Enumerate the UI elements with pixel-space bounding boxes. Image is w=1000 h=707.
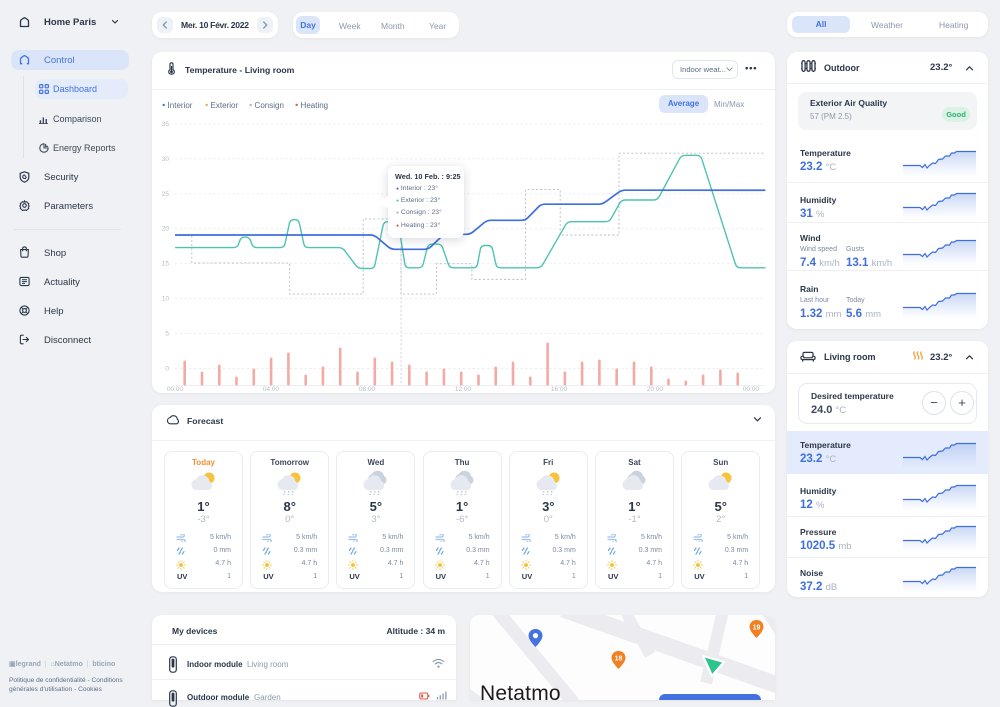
svg-text:00:00: 00:00 <box>743 386 760 393</box>
svg-text:20:00: 20:00 <box>647 386 664 393</box>
svg-text:16:00: 16:00 <box>551 386 568 393</box>
svg-text:15: 15 <box>162 261 170 268</box>
svg-text:30: 30 <box>162 156 170 163</box>
svg-text:08:00: 08:00 <box>359 386 376 393</box>
svg-text:25: 25 <box>162 191 170 198</box>
svg-text:10: 10 <box>162 296 170 303</box>
svg-text:18: 18 <box>615 655 623 662</box>
svg-text:35: 35 <box>162 121 170 128</box>
svg-text:5: 5 <box>165 331 169 338</box>
svg-text:00:00: 00:00 <box>167 386 184 393</box>
svg-text:12:00: 12:00 <box>455 386 472 393</box>
svg-text:20: 20 <box>162 226 170 233</box>
svg-text:19: 19 <box>753 624 761 631</box>
svg-text:04:00: 04:00 <box>263 386 280 393</box>
svg-text:0: 0 <box>165 366 169 373</box>
